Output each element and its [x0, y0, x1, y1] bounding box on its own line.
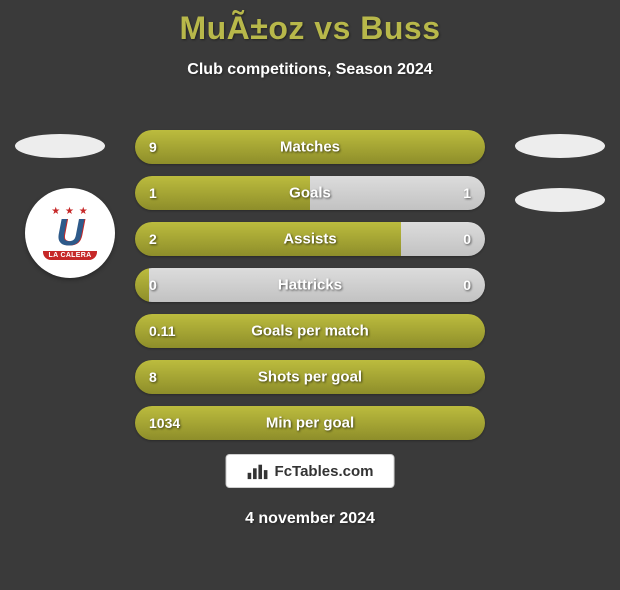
stat-bar-left-fill: [135, 314, 485, 348]
badge-ribbon-text: LA CALERA: [43, 251, 98, 260]
left-placeholder-ellipse-1: [15, 134, 105, 158]
stat-bar-row: Shots per goal8: [135, 360, 485, 394]
stat-bar-row: Goals11: [135, 176, 485, 210]
stat-bar-right-fill: [310, 176, 485, 210]
page-title: MuÃ±oz vs Buss: [0, 10, 620, 47]
stat-bar-right-fill: [149, 268, 485, 302]
stat-bar-left-fill: [135, 406, 485, 440]
stat-bar-row: Goals per match0.11: [135, 314, 485, 348]
stat-bar-row: Matches9: [135, 130, 485, 164]
stat-bar-right-fill: [401, 222, 485, 256]
page-subtitle: Club competitions, Season 2024: [0, 61, 620, 79]
brand-text: FcTables.com: [275, 463, 374, 480]
right-placeholder-ellipse-2: [515, 188, 605, 212]
date-text: 4 november 2024: [0, 510, 620, 528]
stats-bar-list: Matches9 Goals11 Assists20 Hattricks00 Goals…: [135, 130, 485, 452]
stat-bar-row: Hattricks00: [135, 268, 485, 302]
stat-bar-left-fill: [135, 360, 485, 394]
badge-letter: U: [56, 218, 83, 248]
stat-bar-left-fill: [135, 176, 310, 210]
stat-bar-row: Assists20: [135, 222, 485, 256]
club-badge: ★ ★ ★ U LA CALERA: [25, 188, 115, 278]
stat-bar-row: Min per goal1034: [135, 406, 485, 440]
brand-badge: FcTables.com: [226, 454, 395, 488]
stat-bar-left-fill: [135, 222, 401, 256]
bar-chart-icon: [247, 462, 269, 480]
stat-bar-left-fill: [135, 268, 149, 302]
right-placeholder-ellipse-1: [515, 134, 605, 158]
stat-bar-left-fill: [135, 130, 485, 164]
